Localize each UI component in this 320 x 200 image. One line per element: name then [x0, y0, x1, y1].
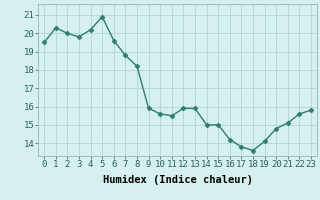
X-axis label: Humidex (Indice chaleur): Humidex (Indice chaleur) — [103, 175, 252, 185]
